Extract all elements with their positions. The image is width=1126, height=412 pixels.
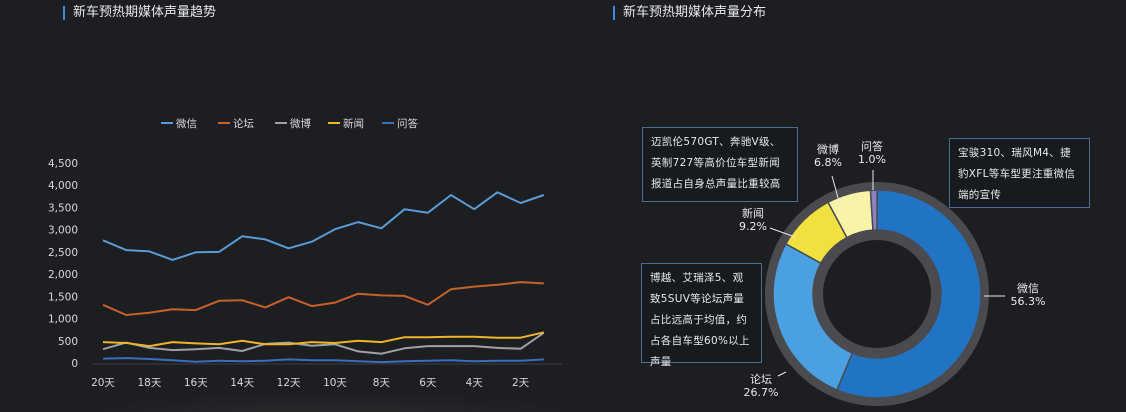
series-line-微信 <box>102 191 545 261</box>
legend-label: 新闻 <box>343 117 364 130</box>
x-tick-label: 4天 <box>466 377 484 389</box>
x-tick-label: 12天 <box>277 377 301 389</box>
donut-slice-问答 <box>869 189 878 231</box>
slice-value-label: 26.7% <box>744 386 779 399</box>
forum-note: 博越、艾瑞泽5、观致5SUV等论坛声量占比远高于均值，约占各自车型60%以上声量 <box>641 263 762 368</box>
slice-name-label: 问答 <box>861 139 883 153</box>
x-tick-label: 2天 <box>512 377 530 389</box>
series-line-微博 <box>102 331 545 355</box>
x-tick-label: 10天 <box>323 377 347 389</box>
y-tick-label: 1,000 <box>48 314 78 326</box>
slice-name-label: 微信 <box>1017 281 1039 295</box>
slice-name-label: 论坛 <box>750 372 772 386</box>
y-tick-label: 0 <box>71 358 78 370</box>
legend-label: 微博 <box>290 117 311 130</box>
y-tick-label: 2,000 <box>48 269 78 281</box>
slice-name-label: 新闻 <box>742 206 764 220</box>
wechat-note: 宝骏310、瑞风M4、捷豹XFL等车型更注重微信端的宣传 <box>949 138 1090 208</box>
x-tick-label: 18天 <box>137 377 161 389</box>
y-tick-label: 4,000 <box>48 180 78 192</box>
leader-line <box>831 175 841 206</box>
legend-label: 微信 <box>176 117 197 130</box>
news-note: 迈凯伦570GT、奔驰V级、英制727等高价位车型新闻报道占自身总声量比重较高 <box>642 127 798 202</box>
leader-line <box>777 371 787 377</box>
y-tick-label: 3,500 <box>48 202 78 214</box>
slice-value-label: 9.2% <box>739 220 767 233</box>
series-line-新闻 <box>102 331 545 348</box>
donut-hole <box>815 232 939 356</box>
slice-value-label: 56.3% <box>1011 295 1046 308</box>
x-tick-label: 14天 <box>230 377 254 389</box>
x-tick-label: 16天 <box>184 377 208 389</box>
y-tick-label: 500 <box>58 336 78 348</box>
distribution-chart-title: 新车预热期媒体声量分布 <box>613 6 766 20</box>
legend-label: 论坛 <box>233 117 254 130</box>
x-tick-label: 20天 <box>91 377 115 389</box>
slice-name-label: 微博 <box>817 142 839 156</box>
trend-chart-title: 新车预热期媒体声量趋势 <box>63 6 216 20</box>
series-line-问答 <box>102 357 544 364</box>
leader-line <box>769 227 796 238</box>
x-tick-label: 8天 <box>373 377 391 389</box>
series-line-论坛 <box>102 281 544 316</box>
line-chart: 0 500 1,000 1,500 2,000 2,500 3,000 3,500 4,000 4… <box>48 117 562 389</box>
legend-label: 问答 <box>397 117 418 130</box>
slice-value-label: 6.8% <box>814 156 842 169</box>
y-tick-label: 1,500 <box>48 291 78 303</box>
y-tick-label: 3,000 <box>48 225 78 237</box>
y-tick-label: 2,500 <box>48 247 78 259</box>
y-tick-label: 4,500 <box>48 158 78 170</box>
slice-value-label: 1.0% <box>858 153 886 166</box>
x-tick-label: 6天 <box>419 377 437 389</box>
donut-slice-微信 <box>835 189 982 399</box>
